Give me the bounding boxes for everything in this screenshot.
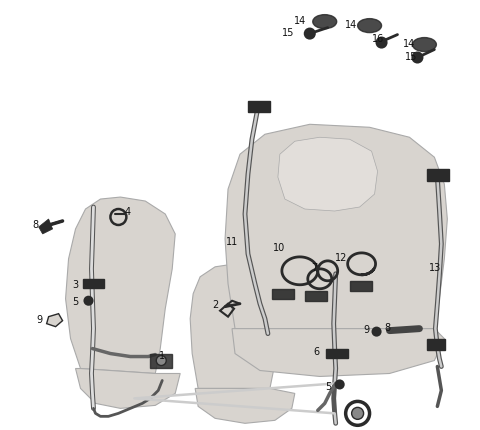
Circle shape bbox=[412, 53, 422, 63]
Ellipse shape bbox=[358, 20, 382, 34]
Text: 1: 1 bbox=[159, 350, 165, 360]
Text: 9: 9 bbox=[363, 324, 370, 334]
Text: 14: 14 bbox=[346, 20, 358, 30]
Polygon shape bbox=[225, 125, 447, 329]
Text: 3: 3 bbox=[72, 279, 79, 289]
Polygon shape bbox=[195, 389, 295, 424]
Text: 16: 16 bbox=[372, 34, 384, 43]
Bar bbox=[248, 102, 270, 113]
Text: 15: 15 bbox=[282, 28, 295, 37]
Text: 7: 7 bbox=[312, 262, 318, 272]
Bar bbox=[349, 281, 372, 291]
Text: 6: 6 bbox=[313, 346, 320, 356]
Text: 14: 14 bbox=[294, 15, 306, 25]
Circle shape bbox=[352, 408, 364, 419]
Text: 15: 15 bbox=[405, 52, 417, 61]
Polygon shape bbox=[39, 219, 53, 234]
Polygon shape bbox=[232, 329, 444, 377]
Bar bbox=[326, 349, 348, 358]
Text: 12: 12 bbox=[335, 252, 348, 262]
Circle shape bbox=[376, 38, 386, 49]
Circle shape bbox=[372, 328, 381, 336]
Text: 11: 11 bbox=[226, 237, 238, 246]
Text: 5: 5 bbox=[325, 381, 332, 392]
Polygon shape bbox=[278, 138, 378, 212]
Bar bbox=[272, 289, 294, 299]
Polygon shape bbox=[66, 198, 175, 374]
Text: 10: 10 bbox=[273, 243, 285, 252]
Polygon shape bbox=[75, 369, 180, 408]
Polygon shape bbox=[190, 264, 285, 389]
Bar bbox=[427, 170, 449, 182]
Bar bbox=[150, 354, 172, 368]
Text: 5: 5 bbox=[72, 296, 79, 306]
Text: 14: 14 bbox=[402, 38, 415, 49]
Text: 13: 13 bbox=[430, 262, 442, 272]
Circle shape bbox=[84, 297, 93, 305]
Circle shape bbox=[156, 356, 166, 365]
Bar bbox=[305, 291, 327, 301]
Text: 2: 2 bbox=[212, 299, 218, 309]
Ellipse shape bbox=[313, 15, 336, 30]
Text: 8: 8 bbox=[33, 219, 39, 230]
Polygon shape bbox=[47, 314, 62, 327]
Text: 4: 4 bbox=[124, 206, 131, 217]
Text: 9: 9 bbox=[36, 314, 43, 324]
Circle shape bbox=[305, 30, 315, 40]
Bar bbox=[83, 279, 105, 288]
Text: 8: 8 bbox=[384, 322, 391, 332]
Ellipse shape bbox=[412, 38, 436, 52]
Bar bbox=[427, 339, 445, 350]
Circle shape bbox=[336, 381, 344, 389]
